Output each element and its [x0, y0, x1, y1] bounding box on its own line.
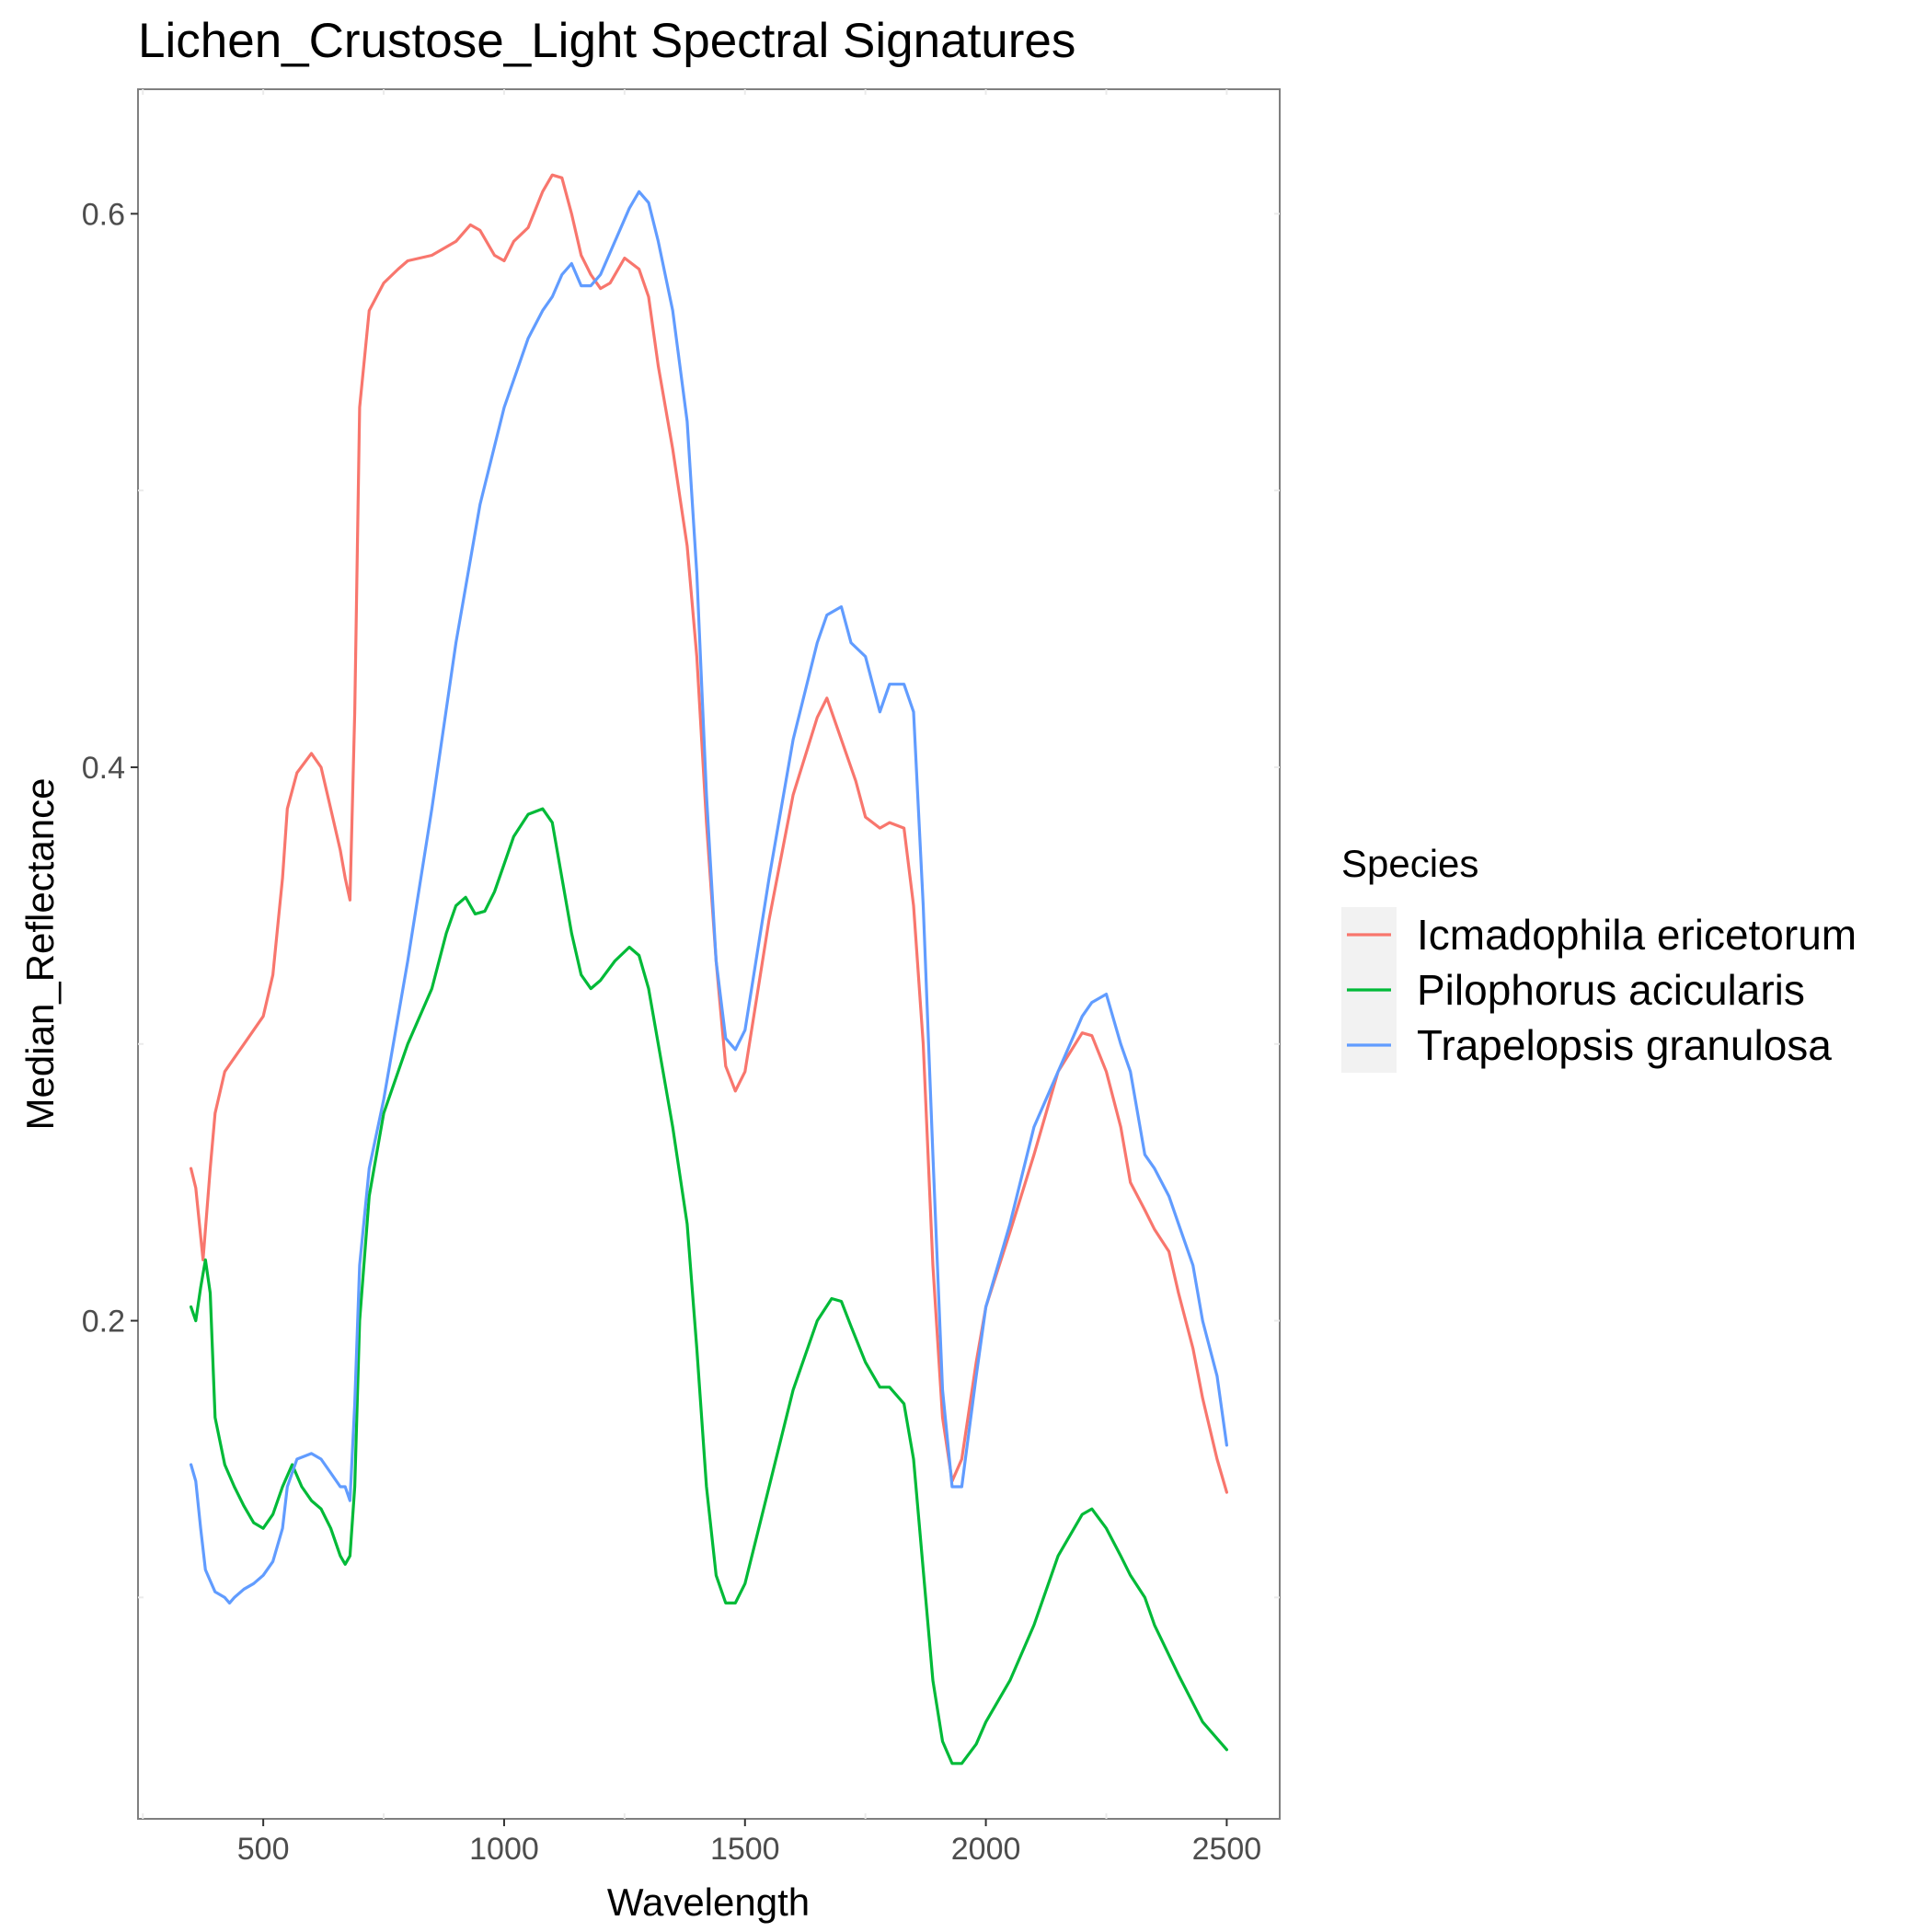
legend-label: Trapelopsis granulosa — [1417, 1021, 1832, 1069]
series-line-pilophorus-acicularis — [190, 807, 1229, 1765]
series-line-icmadophila-ericetorum — [190, 173, 1229, 1494]
chart-title: Lichen_Crustose_Light Spectral Signature… — [138, 14, 1075, 68]
x-axis-title: Wavelength — [607, 1880, 810, 1924]
y-tick-label: 0.6 — [82, 197, 125, 232]
x-tick-label: 2000 — [951, 1832, 1021, 1867]
axes: 0.2 0.4 0.6 500 1000 1500 2000 2500 — [82, 89, 1280, 1867]
legend-label: Pilophorus acicularis — [1417, 966, 1805, 1014]
legend: Species Icmadophila ericetorum Pilophorus… — [1341, 842, 1857, 1073]
legend-label: Icmadophila ericetorum — [1417, 911, 1857, 959]
series-lines — [190, 173, 1229, 1765]
y-axis-title: Median_Reflectance — [18, 778, 62, 1131]
x-tick-label: 1500 — [710, 1832, 780, 1867]
x-tick-label: 2500 — [1192, 1832, 1262, 1867]
series-line-trapelopsis-granulosa — [190, 190, 1229, 1605]
plot-panel — [137, 88, 1281, 1820]
y-tick-label: 0.2 — [82, 1305, 125, 1340]
x-tick-label: 500 — [237, 1832, 290, 1867]
x-tick-label: 1000 — [469, 1832, 539, 1867]
y-tick-label: 0.4 — [82, 751, 125, 786]
legend-title: Species — [1341, 842, 1478, 885]
